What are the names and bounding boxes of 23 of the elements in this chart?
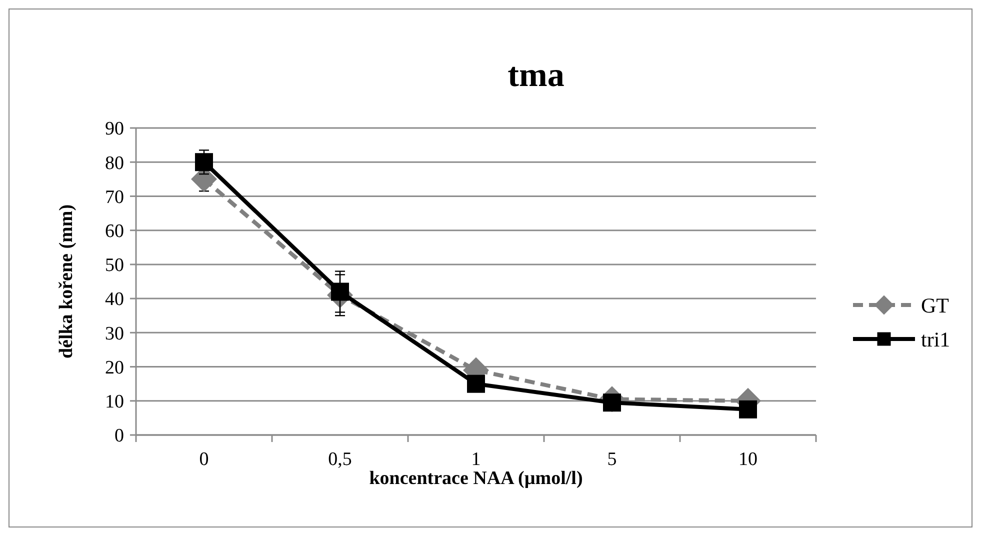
x-tick-label: 5 [607, 449, 617, 470]
x-tick-label: 0,5 [328, 449, 352, 470]
chart-title: tma [508, 57, 564, 94]
y-tick-label: 0 [114, 426, 124, 447]
y-tick-label: 20 [105, 357, 124, 378]
x-tick-label: 1 [471, 449, 481, 470]
y-tick-label: 40 [105, 289, 124, 310]
y-tick-label: 50 [105, 255, 124, 276]
x-tick-label: 0 [199, 449, 209, 470]
y-tick-label: 30 [105, 323, 124, 344]
y-tick-label: 60 [105, 220, 124, 242]
legend-label: GT [921, 293, 950, 318]
y-tick-label: 90 [105, 118, 124, 140]
y-tick-label: 70 [105, 186, 124, 208]
y-axis-title: délka kořene (mm) [56, 204, 77, 359]
point [195, 153, 213, 172]
y-tick-label: 80 [105, 152, 124, 174]
x-axis-title: koncentrace NAA (µmol/l) [369, 468, 583, 489]
legend-label: tri1 [921, 327, 950, 352]
y-tick-label: 10 [105, 392, 124, 413]
point [467, 374, 485, 393]
x-tick-label: 10 [738, 449, 758, 470]
point [739, 400, 757, 418]
